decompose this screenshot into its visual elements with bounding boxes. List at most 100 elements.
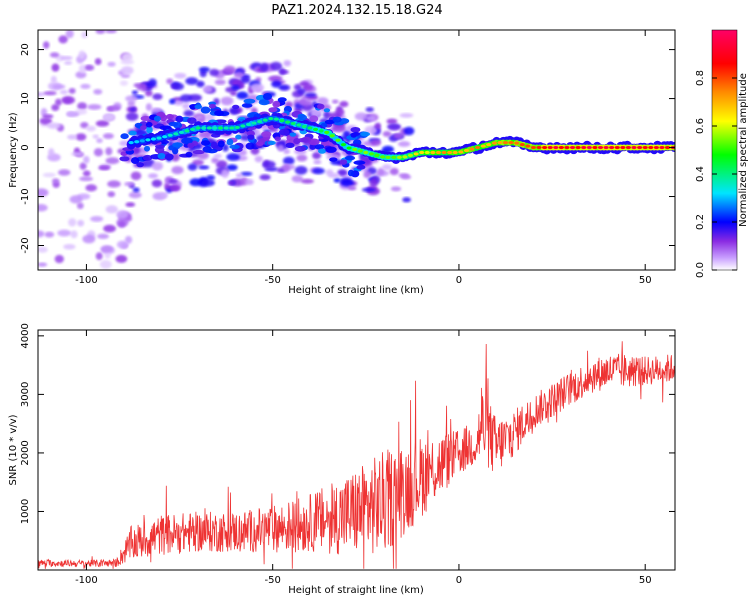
heatmap-cell	[65, 30, 74, 39]
heatmap-cell	[329, 134, 335, 138]
heatmap-cell	[120, 66, 134, 75]
heatmap-cell	[78, 50, 86, 60]
heatmap-cell	[347, 185, 357, 191]
heatmap-cell	[290, 121, 296, 126]
heatmap-cell	[95, 120, 110, 127]
heatmap-cell	[262, 160, 276, 169]
heatmap-cell	[51, 178, 60, 184]
colorbar-tick-label: 0.6	[695, 118, 706, 134]
heatmap-cell	[198, 66, 210, 73]
heatmap-cell	[145, 138, 151, 142]
colorbar-tick-label: 0.2	[695, 214, 706, 230]
heatmap-cell	[198, 165, 210, 170]
heatmap-cell	[142, 154, 153, 161]
heatmap-cell	[497, 141, 503, 145]
heatmap-cell	[268, 117, 274, 121]
heatmap-cell	[144, 90, 153, 97]
heatmap-cell	[234, 125, 240, 130]
heatmap-cell	[221, 169, 229, 179]
heatmap-cell	[297, 137, 309, 143]
heatmap-cell	[278, 128, 290, 136]
heatmap-cell	[94, 58, 102, 65]
heatmap-cell	[313, 159, 322, 165]
heatmap-cell	[340, 143, 347, 147]
heatmap-cell	[150, 137, 157, 141]
heatmap-cell	[240, 124, 246, 128]
heatmap-cell	[250, 83, 265, 92]
heatmap-cell	[331, 99, 339, 104]
heatmap-cell	[115, 254, 128, 263]
heatmap-cell	[68, 87, 76, 94]
heatmap-cell	[209, 68, 219, 77]
heatmap-cell	[147, 173, 159, 179]
heatmap-cell	[226, 153, 240, 161]
heatmap-cell	[185, 77, 199, 85]
heatmap-cell	[82, 170, 91, 177]
heatmap-cell	[344, 155, 356, 161]
heatmap-cell	[469, 147, 475, 151]
heatmap-cell	[194, 104, 203, 109]
heatmap-cell	[181, 137, 193, 145]
heatmap-cell	[39, 117, 53, 125]
heatmap-cell	[57, 169, 71, 176]
colorbar-tick-label: 0.0	[695, 262, 706, 278]
heatmap-cell	[43, 91, 57, 96]
heatmap-cell	[107, 61, 116, 67]
heatmap-cell	[227, 180, 235, 185]
heatmap-cell	[165, 113, 174, 120]
heatmap-cell	[569, 145, 576, 150]
heatmap-cell	[157, 153, 166, 160]
heatmap-cell	[102, 133, 114, 140]
heatmap-cell	[294, 165, 308, 175]
heatmap-cell	[202, 85, 213, 93]
heatmap-cell	[259, 62, 269, 72]
heatmap-cell	[58, 35, 68, 44]
heatmap-cell	[104, 250, 111, 259]
heatmap-cell	[64, 60, 73, 65]
heatmap-cell	[211, 157, 219, 164]
heatmap-cell	[396, 155, 402, 159]
heatmap-cell	[76, 202, 84, 210]
heatmap-cell	[166, 78, 174, 85]
heatmap-cell	[508, 141, 514, 145]
x-tick-label: 0	[456, 575, 462, 586]
heatmap-cell	[390, 186, 402, 192]
heatmap-cell	[79, 176, 94, 182]
heatmap-cell	[291, 175, 304, 183]
heatmap-cell	[659, 145, 665, 150]
heatmap-cell	[54, 254, 64, 264]
heatmap-cell	[354, 112, 368, 121]
heatmap-cell	[664, 145, 671, 150]
x-tick-label: -100	[75, 575, 98, 586]
heatmap-cell	[92, 134, 99, 139]
heatmap-cell	[294, 145, 306, 152]
heatmap-cell	[145, 103, 153, 112]
heatmap-y-axis-label: Frequency (Hz)	[8, 112, 19, 188]
y-tick-label: -10	[20, 188, 31, 204]
heatmap-cell	[575, 145, 581, 150]
heatmap-cell	[172, 142, 183, 148]
heatmap-cell	[214, 110, 225, 117]
heatmap-cell	[391, 155, 397, 159]
heatmap-cell	[200, 106, 211, 114]
heatmap-cell	[38, 204, 48, 212]
heatmap-cell	[365, 107, 374, 113]
heatmap-cell	[360, 131, 371, 137]
heatmap-cell	[192, 149, 205, 155]
snr-x-ticks: -100 -50 0 50	[75, 330, 652, 586]
heatmap-cell	[402, 197, 411, 203]
y-tick-label: 2000	[20, 440, 31, 465]
heatmap-frame	[37, 29, 676, 271]
heatmap-cell	[189, 105, 196, 110]
heatmap-cell	[167, 133, 173, 137]
heatmap-cell	[397, 141, 411, 147]
heatmap-cell	[463, 148, 469, 153]
heatmap-cell	[369, 178, 378, 188]
heatmap-cell	[285, 142, 295, 148]
heatmap-cell	[160, 192, 168, 198]
x-tick-label: -50	[265, 275, 281, 286]
heatmap-cell	[87, 104, 102, 110]
heatmap-cell	[564, 145, 570, 150]
heatmap-cell	[68, 218, 77, 227]
heatmap-cell	[241, 103, 253, 108]
